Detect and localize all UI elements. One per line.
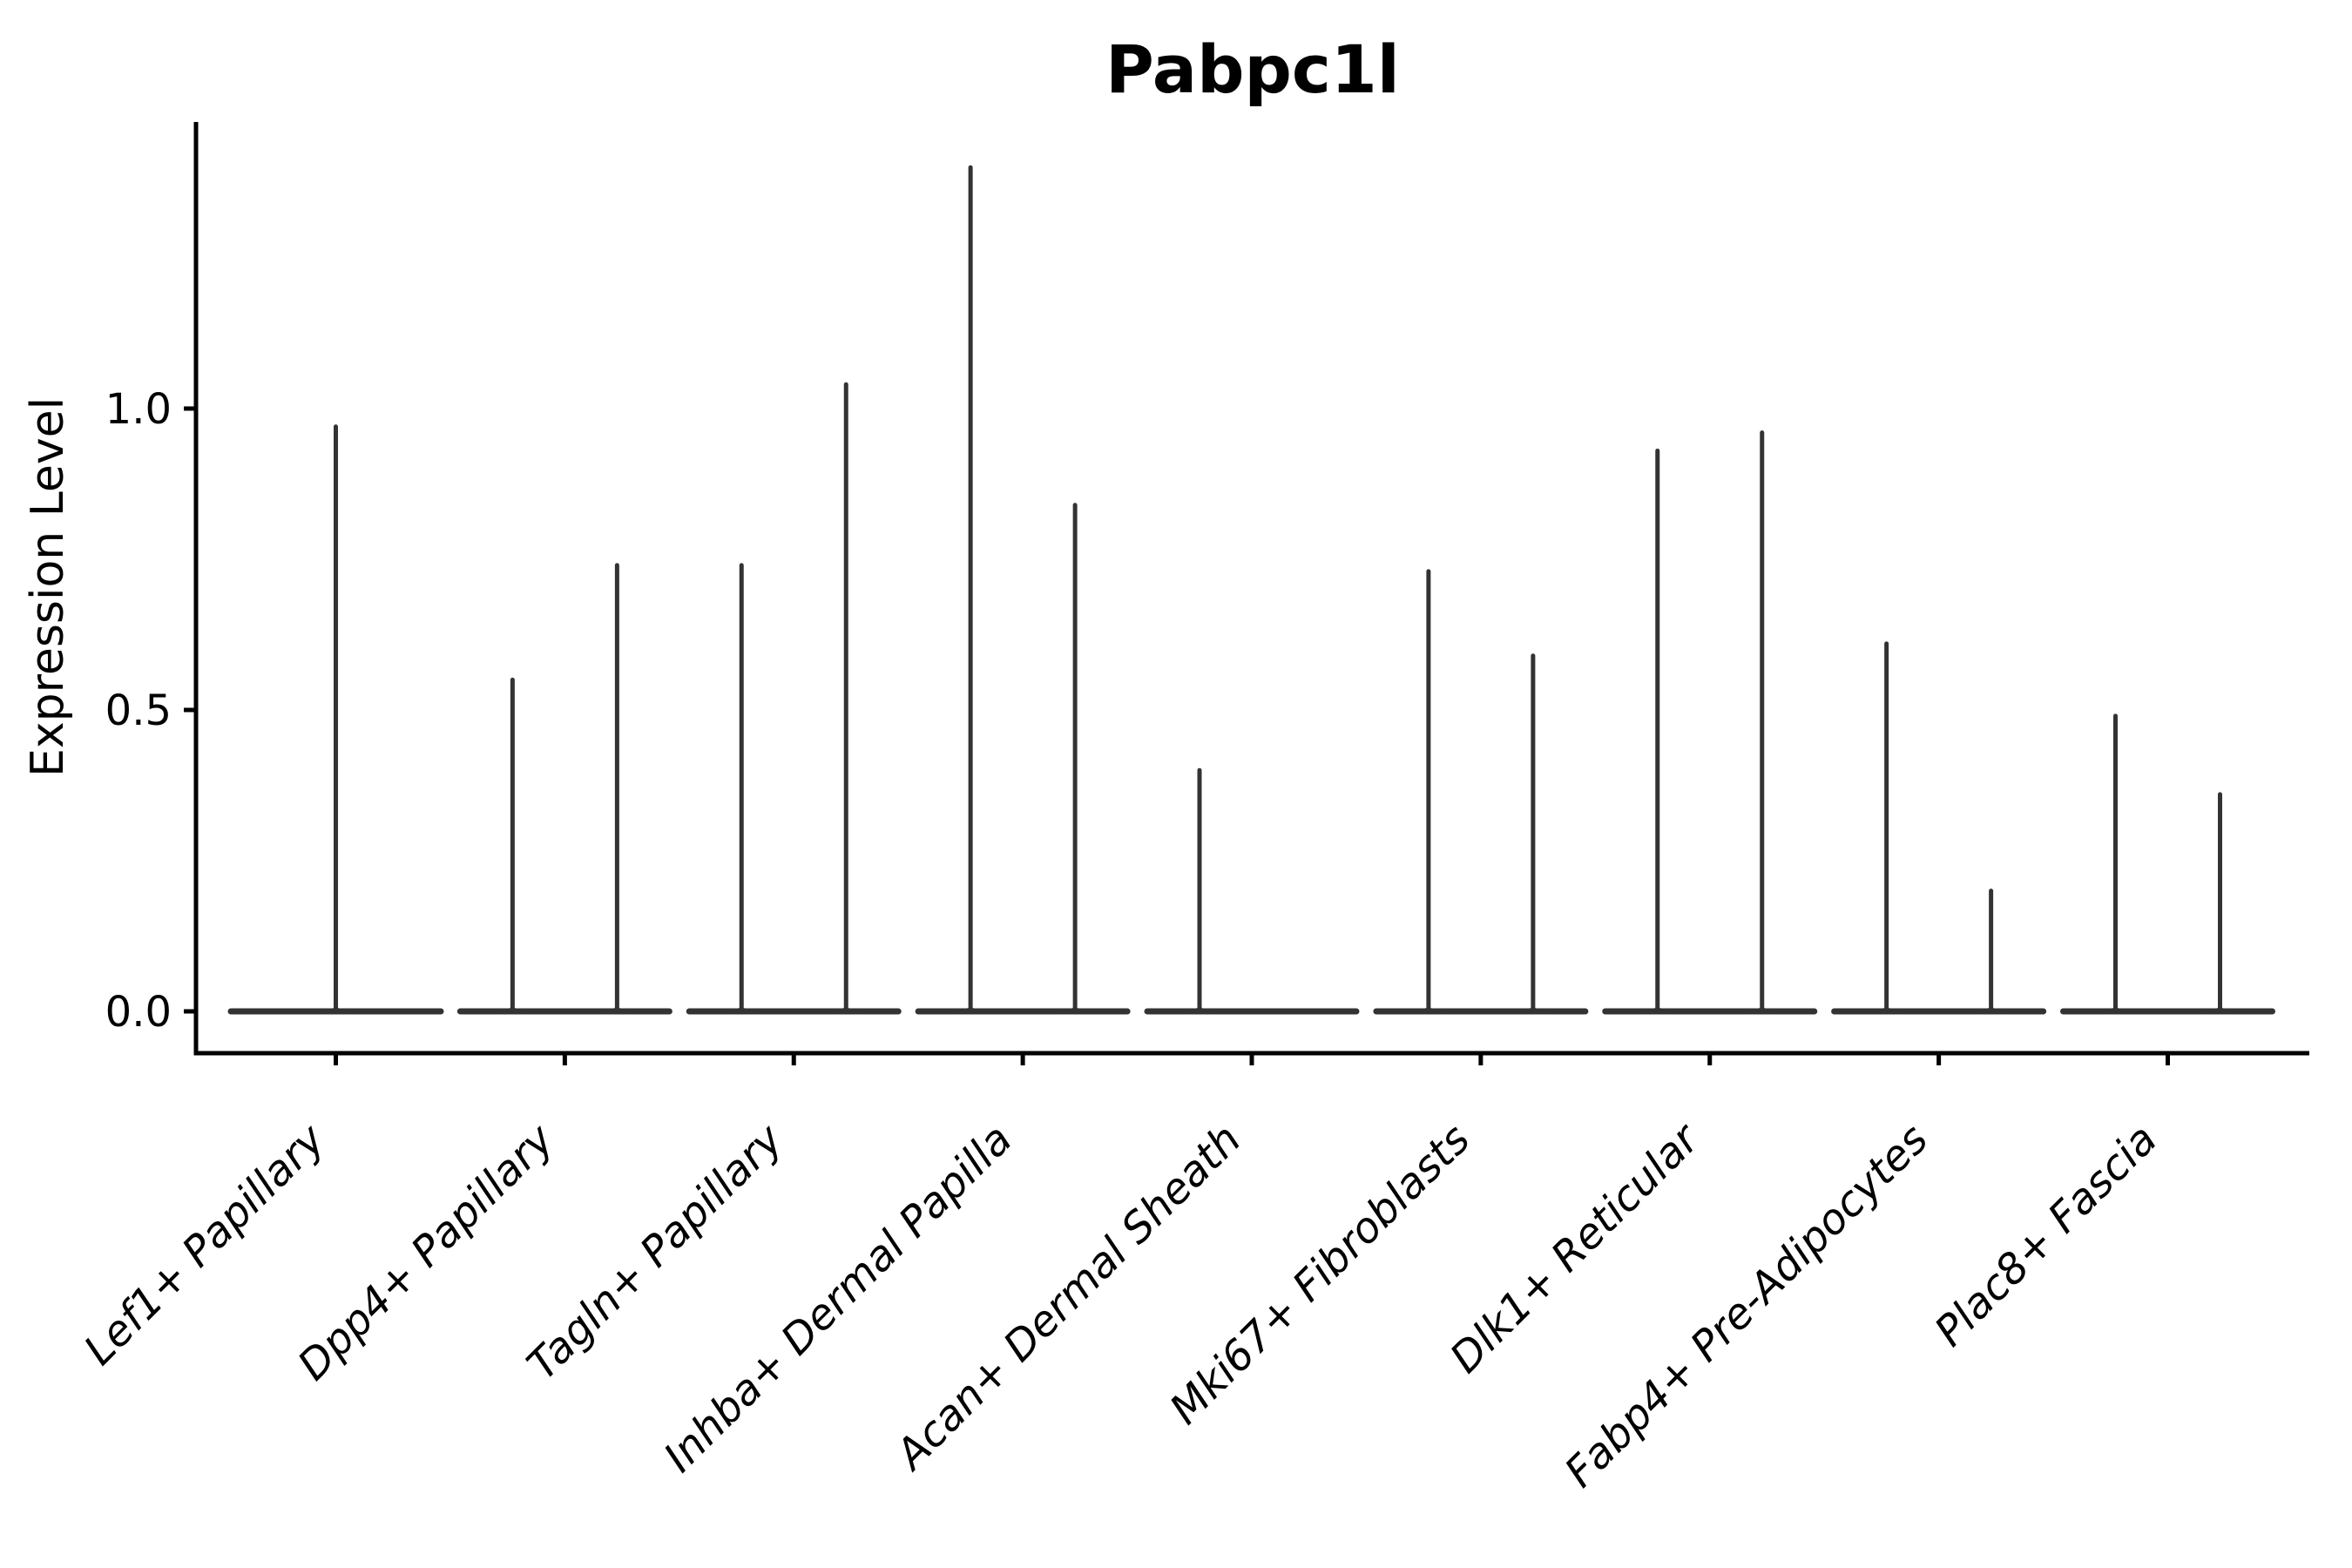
x-tick-label: Plac8+ Fascia <box>1925 1115 2166 1356</box>
violins-layer <box>227 165 2275 1015</box>
y-tick-label: 1.0 <box>105 385 172 434</box>
x-tick-label: Tagln+ Papillary <box>518 1114 794 1389</box>
x-tick-label: Dpp4+ Papillary <box>288 1114 564 1389</box>
x-tick-label: Lef1+ Papillary <box>75 1114 335 1375</box>
axes-layer <box>184 122 2309 1065</box>
chart-title: Pabpc1l <box>1105 30 1400 108</box>
y-tick-label: 0.0 <box>105 988 172 1037</box>
y-axis-label: Expression Level <box>22 397 74 777</box>
x-tick-label: Fabp4+ Pre-Adipocytes <box>1556 1115 1938 1497</box>
y-tick-label: 0.5 <box>105 686 172 735</box>
x-tick-label: Dlk1+ Reticular <box>1441 1113 1711 1383</box>
